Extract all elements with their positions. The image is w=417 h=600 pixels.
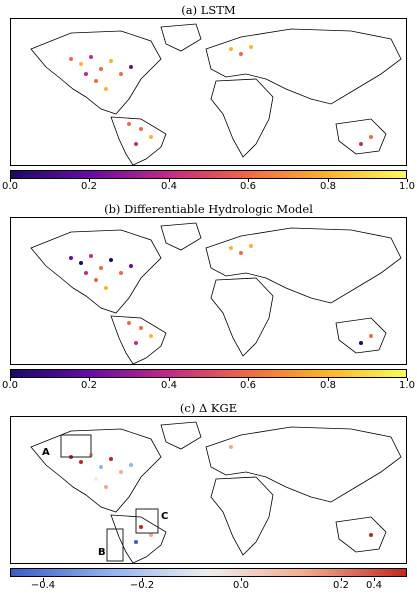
continents xyxy=(30,421,402,563)
colorbar-tick-mark xyxy=(169,378,170,381)
colorbar-tick-mark xyxy=(10,179,11,182)
north-america xyxy=(30,30,162,115)
colorbar-tick-label: 0.0 xyxy=(233,580,249,591)
map-differentiable-model xyxy=(10,217,407,365)
colorbar-tick-label: 0.8 xyxy=(320,380,336,391)
colorbar-tick-label: 0.8 xyxy=(320,181,336,192)
inset-label-c: C xyxy=(161,511,169,522)
station-dots xyxy=(69,45,373,146)
colorbar-tick-label: 0.0 xyxy=(2,380,18,391)
colorbar-lstm xyxy=(10,170,407,179)
colorbar-delta-kge-ticks: −0.4 −0.2 0.0 0.2 0.4 xyxy=(10,578,407,594)
colorbar-tick-label: 0.2 xyxy=(81,181,97,192)
africa xyxy=(210,78,274,158)
colorbar-tick-mark xyxy=(169,179,170,182)
south-america xyxy=(110,116,167,165)
europe-asia xyxy=(205,28,402,105)
colorbar-delta-kge xyxy=(10,568,407,577)
colorbar-tick-label: −0.2 xyxy=(129,580,155,591)
colorbar-tick-label: −0.4 xyxy=(30,580,56,591)
colorbar-tick-mark xyxy=(10,378,11,381)
panel-a-title: (a) LSTM xyxy=(181,3,236,17)
colorbar-tick-mark xyxy=(248,378,249,381)
colorbar-lstm-ticks: 0.0 0.2 0.4 0.6 0.8 1.0 xyxy=(2,179,415,195)
greenland xyxy=(160,23,202,52)
colorbar-tick-mark xyxy=(328,179,329,182)
colorbar-tick-mark xyxy=(407,179,408,182)
inset-label-b: B xyxy=(98,547,106,558)
colorbar-tick-label: 0.2 xyxy=(81,380,97,391)
colorbar-tick-mark xyxy=(241,578,242,581)
colorbar-tick-mark xyxy=(407,378,408,381)
station-dots xyxy=(69,244,373,345)
continents xyxy=(30,222,402,364)
colorbar-tick-label: 0.6 xyxy=(240,380,256,391)
colorbar-tick-mark xyxy=(43,578,44,581)
colorbar-tick-label: 0.0 xyxy=(2,181,18,192)
colorbar-tick-label: 0.2 xyxy=(333,580,349,591)
panel-c-title: (c) Δ KGE xyxy=(179,401,238,415)
inset-label-a: A xyxy=(42,447,50,458)
colorbar-tick-mark xyxy=(89,179,90,182)
panel-b-title: (b) Differentiable Hydrologic Model xyxy=(104,202,313,216)
colorbar-tick-mark xyxy=(341,578,342,581)
inset-box-b xyxy=(106,528,124,562)
colorbar-tick-mark xyxy=(248,179,249,182)
inset-box-c xyxy=(135,508,159,534)
inset-boxes xyxy=(60,434,159,562)
colorbar-tick-mark xyxy=(89,378,90,381)
colorbar-tick-mark xyxy=(142,578,143,581)
australia xyxy=(335,118,387,155)
colorbar-differentiable-model xyxy=(10,369,407,378)
colorbar-tick-mark xyxy=(328,378,329,381)
map-lstm xyxy=(10,18,407,166)
colorbar-tick-label: 1.0 xyxy=(399,380,415,391)
colorbar-tick-label: 1.0 xyxy=(399,181,415,192)
colorbar-differentiable-model-ticks: 0.0 0.2 0.4 0.6 0.8 1.0 xyxy=(2,378,415,394)
station-dots xyxy=(69,445,373,544)
colorbar-tick-label: 0.4 xyxy=(366,580,382,591)
inset-box-a xyxy=(60,434,92,458)
colorbar-tick-mark xyxy=(374,578,375,581)
map-delta-kge xyxy=(10,416,407,564)
colorbar-tick-label: 0.6 xyxy=(240,181,256,192)
colorbar-tick-label: 0.4 xyxy=(161,380,177,391)
colorbar-tick-label: 0.4 xyxy=(161,181,177,192)
continents xyxy=(30,23,402,165)
